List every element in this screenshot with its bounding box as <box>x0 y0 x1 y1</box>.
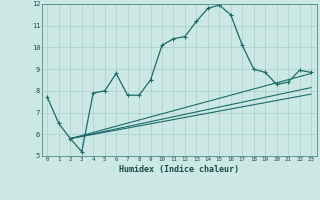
X-axis label: Humidex (Indice chaleur): Humidex (Indice chaleur) <box>119 165 239 174</box>
